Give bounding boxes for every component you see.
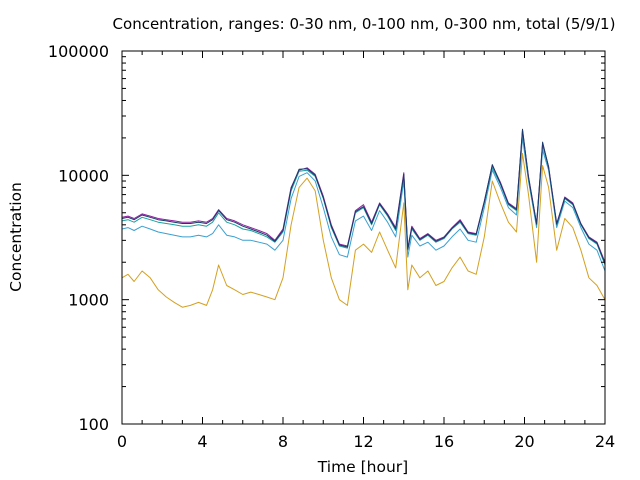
x-tick-label: 20 (514, 432, 534, 451)
x-tick-label: 0 (117, 432, 127, 451)
x-tick-label: 12 (353, 432, 373, 451)
ticks-layer: 0 4 8 12 16 20 24 100 1000 10000 100000 (48, 42, 615, 451)
y-axis-label: Concentration (7, 182, 25, 292)
x-axis-label: Time [hour] (317, 458, 408, 476)
chart-title: Concentration, ranges: 0-30 nm, 0-100 nm… (113, 15, 616, 33)
series-layer (121, 128, 606, 308)
series-line-1 (121, 152, 606, 308)
y-tick-label: 100000 (48, 42, 109, 61)
y-tick-label: 10000 (58, 166, 109, 185)
plot-frame (121, 50, 606, 425)
series-line-2 (121, 137, 606, 272)
x-tick-label: 4 (197, 432, 207, 451)
y-tick-label: 1000 (68, 291, 109, 310)
y-tick-label: 100 (78, 415, 109, 434)
x-tick-label: 16 (434, 432, 454, 451)
x-tick-label: 8 (278, 432, 288, 451)
series-line-4 (121, 129, 606, 263)
series-line-5 (121, 128, 606, 264)
x-tick-label: 24 (595, 432, 615, 451)
